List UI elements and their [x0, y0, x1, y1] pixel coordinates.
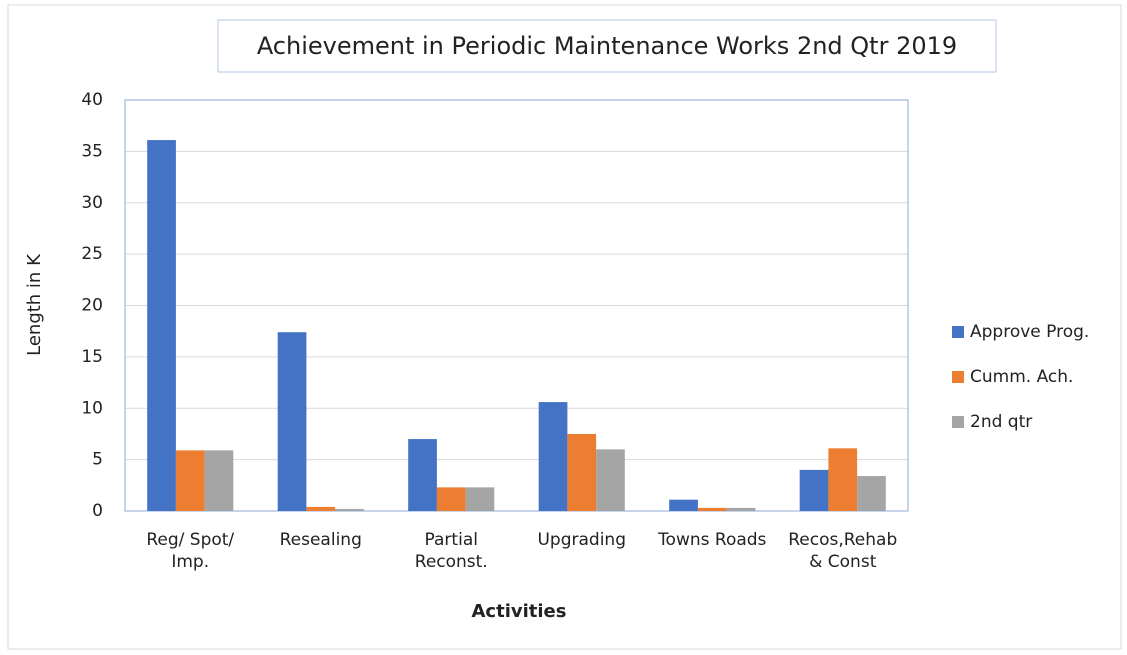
y-tick-label: 35	[81, 141, 103, 161]
bar	[408, 439, 437, 511]
x-tick-label: Resealing	[279, 530, 362, 550]
y-axis-label: Length in K	[24, 253, 45, 356]
bar	[596, 449, 625, 511]
bar	[277, 332, 307, 511]
bar	[436, 487, 466, 511]
y-tick-label: 20	[81, 296, 103, 316]
bar	[828, 448, 858, 511]
title-box	[217, 19, 997, 73]
y-tick-label: 30	[81, 193, 103, 213]
bar	[175, 450, 205, 511]
bar	[567, 433, 597, 511]
chart-border	[7, 4, 1122, 650]
x-tick-label: Partial Reconst.	[414, 530, 488, 572]
bar	[669, 499, 698, 511]
x-tick-label: Reg/ Spot/ Imp.	[146, 530, 235, 572]
legend-label: Cumm. Ach.	[970, 367, 1073, 387]
bar	[306, 506, 336, 511]
bar	[799, 469, 829, 511]
x-tick-label: Recos,Rehab & Const	[788, 530, 898, 572]
plot-border	[124, 99, 909, 512]
legend-label: 2nd qtr	[970, 412, 1032, 432]
y-tick-label: 40	[81, 90, 103, 110]
x-tick-label: Upgrading	[537, 530, 626, 550]
y-tick-label: 10	[81, 398, 103, 418]
bar	[857, 476, 886, 511]
x-tick-label: Towns Roads	[658, 530, 767, 550]
legend-swatch	[952, 371, 964, 383]
bar	[538, 402, 568, 511]
y-tick-label: 0	[92, 501, 103, 521]
bar	[204, 450, 234, 511]
y-tick-label: 25	[81, 244, 103, 264]
chart-title: Achievement in Periodic Maintenance Work…	[257, 32, 957, 60]
bar	[147, 140, 176, 511]
bar	[697, 507, 727, 511]
y-tick-label: 15	[81, 347, 103, 367]
bar	[726, 507, 756, 511]
bar	[335, 508, 364, 511]
legend-swatch	[952, 326, 964, 338]
x-axis-label: Activities	[472, 601, 567, 622]
y-tick-label: 5	[92, 450, 103, 470]
legend-swatch	[952, 416, 964, 428]
bar	[465, 487, 495, 511]
legend-label: Approve Prog.	[970, 322, 1089, 342]
